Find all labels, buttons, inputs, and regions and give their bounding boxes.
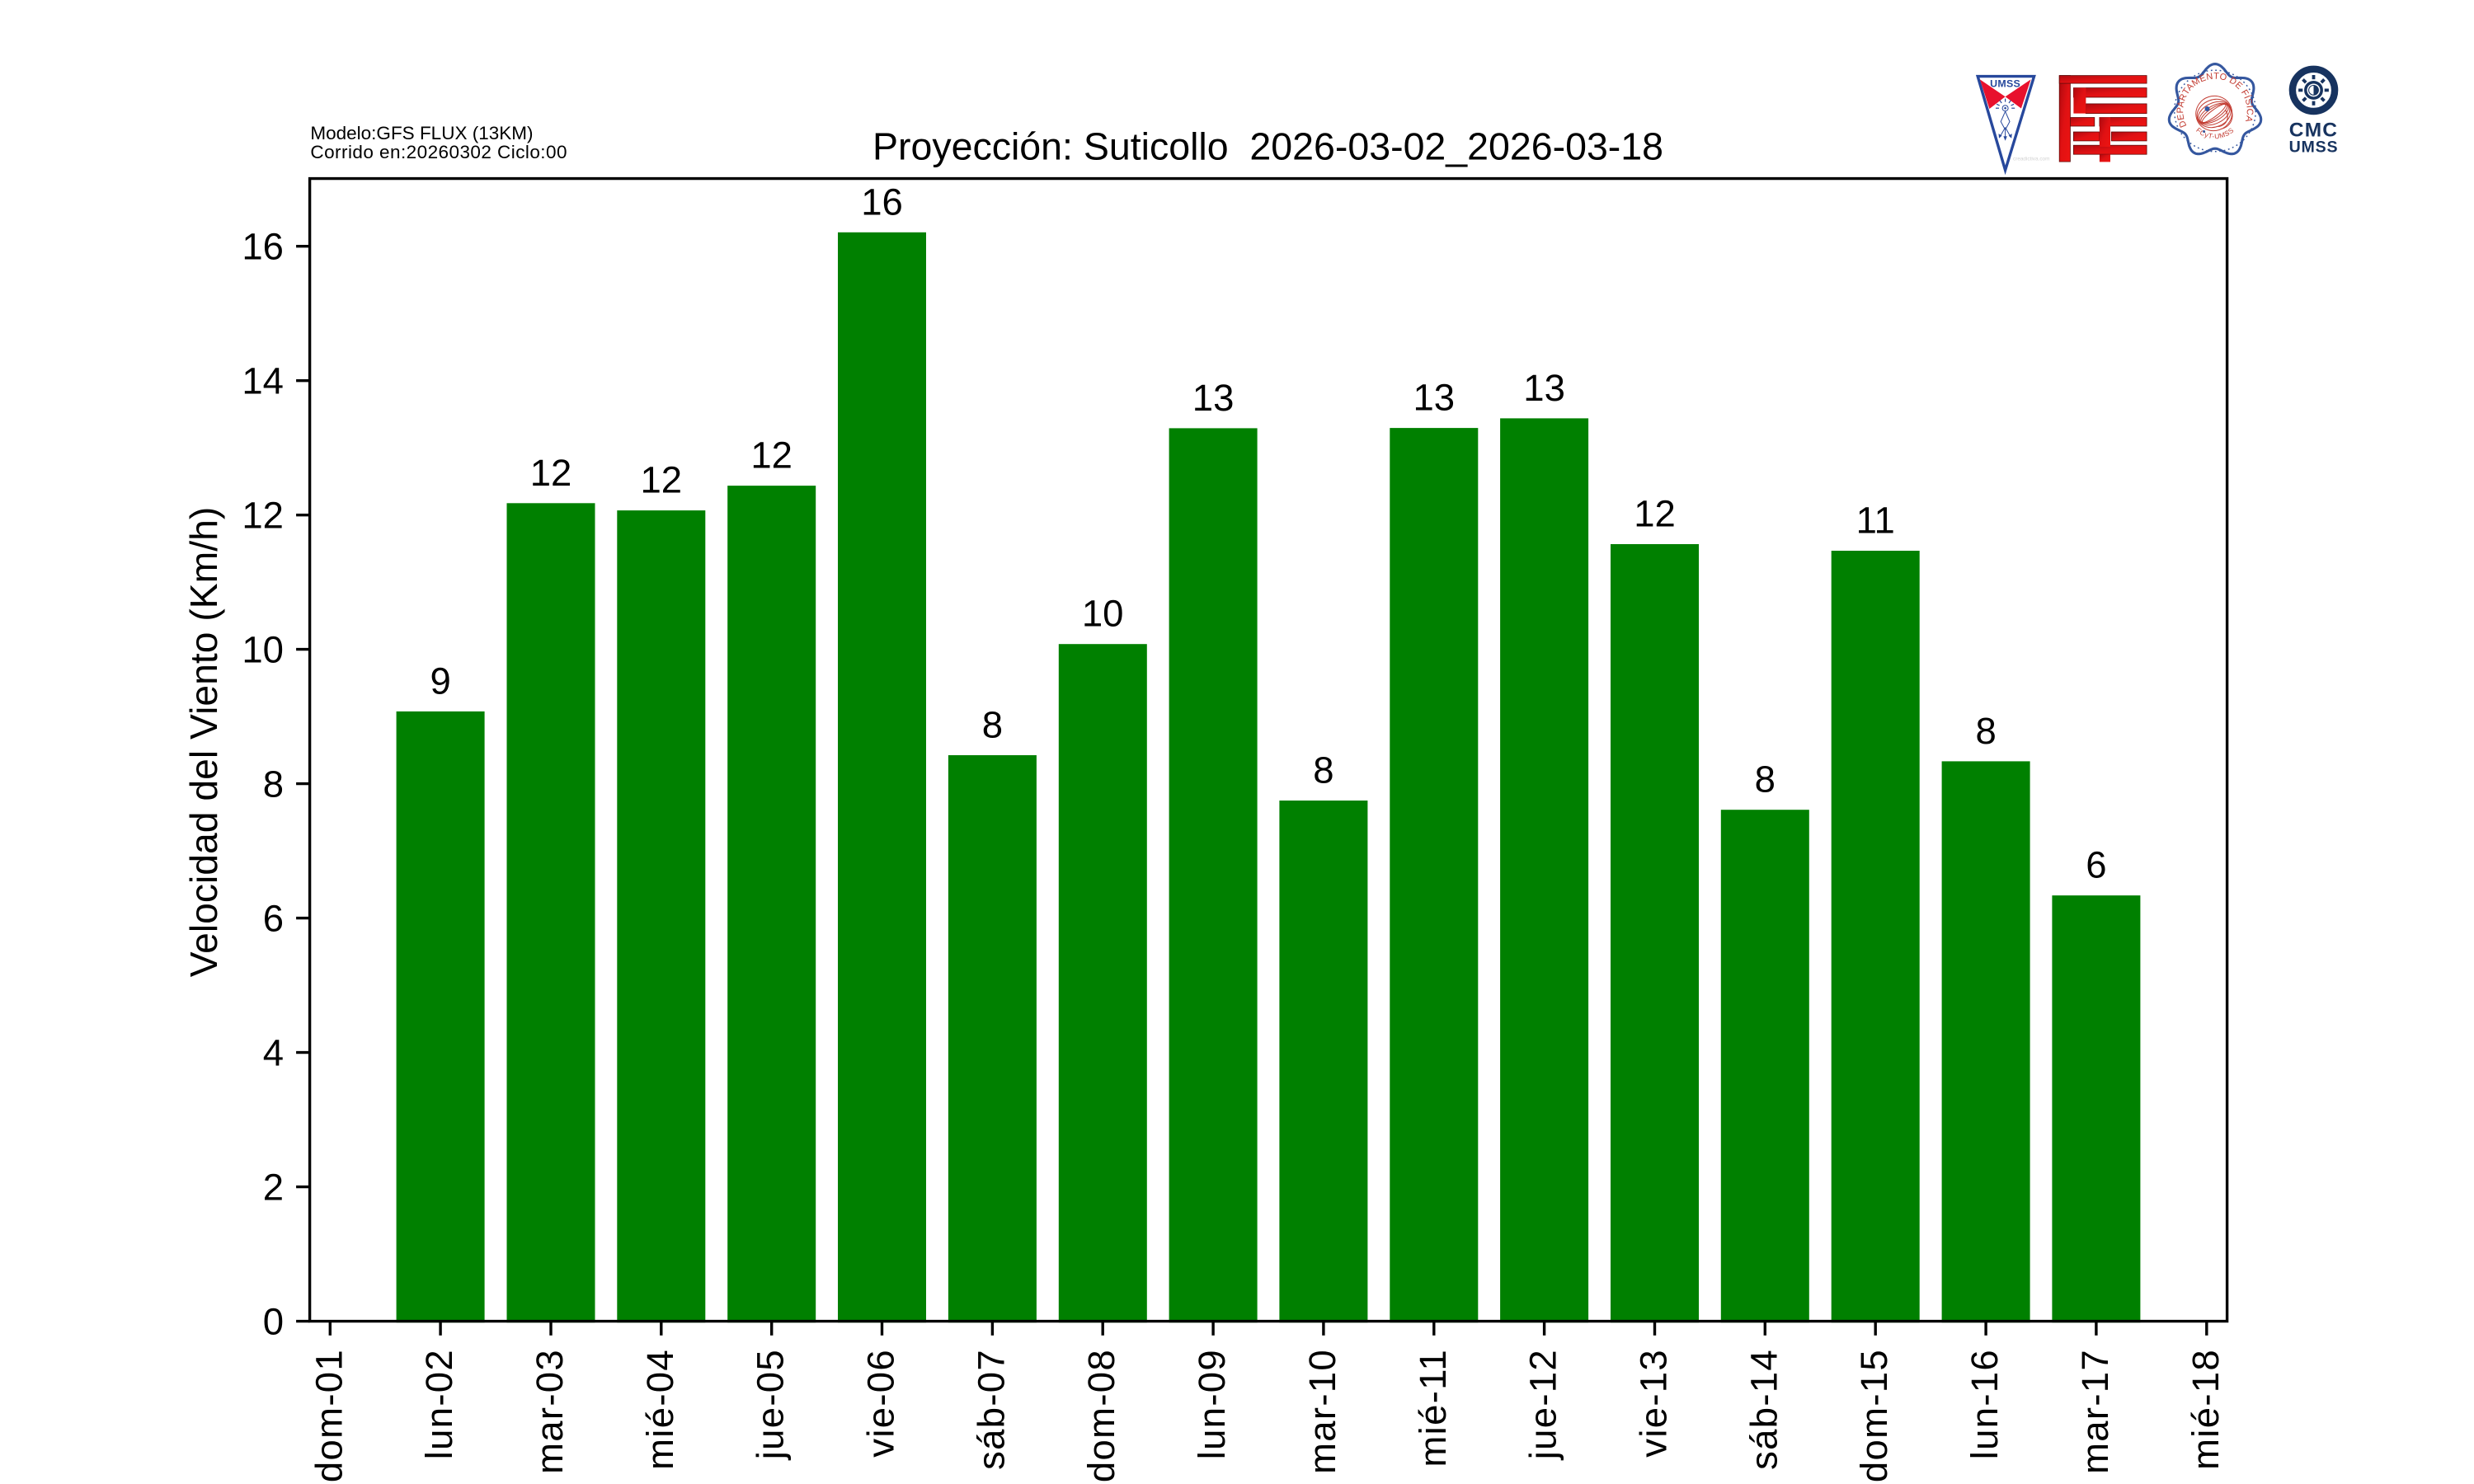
svg-text:dom-15: dom-15 (1853, 1349, 1895, 1482)
svg-text:14: 14 (242, 360, 284, 402)
svg-text:mar-03: mar-03 (529, 1349, 571, 1474)
svg-text:8: 8 (1313, 749, 1333, 791)
svg-text:mié-04: mié-04 (639, 1349, 681, 1470)
svg-text:12: 12 (242, 495, 284, 537)
svg-text:jue-12: jue-12 (1522, 1349, 1564, 1461)
svg-text:creadictiva.com: creadictiva.com (2013, 156, 2049, 162)
svg-text:mié-11: mié-11 (1412, 1349, 1454, 1468)
svg-text:jue-05: jue-05 (750, 1349, 792, 1461)
svg-text:8: 8 (982, 704, 1003, 746)
svg-text:8: 8 (1975, 710, 1996, 752)
svg-text:10: 10 (1082, 593, 1124, 635)
svg-text:6: 6 (2086, 844, 2106, 886)
svg-text:8: 8 (1755, 758, 1776, 801)
svg-text:UMSS: UMSS (1990, 77, 2020, 89)
svg-text:4: 4 (263, 1032, 284, 1074)
svg-text:dom-01: dom-01 (308, 1349, 350, 1482)
svg-text:2: 2 (263, 1167, 284, 1209)
svg-text:sáb-14: sáb-14 (1743, 1349, 1785, 1470)
svg-text:10: 10 (242, 629, 284, 671)
svg-text:12: 12 (640, 459, 682, 501)
svg-text:0: 0 (263, 1301, 284, 1343)
svg-text:Proyección: Suticollo 2026-03: Proyección: Suticollo 2026-03-02_2026-03… (872, 125, 1663, 168)
svg-text:13: 13 (1523, 367, 1565, 409)
svg-text:dom-08: dom-08 (1080, 1349, 1122, 1482)
svg-text:13: 13 (1413, 377, 1455, 419)
svg-text:CMC: CMC (2289, 119, 2338, 141)
svg-text:9: 9 (430, 660, 450, 702)
svg-text:mié-18: mié-18 (2185, 1349, 2227, 1470)
svg-text:sáb-07: sáb-07 (970, 1349, 1012, 1470)
svg-text:6: 6 (263, 898, 284, 940)
svg-text:vie-06: vie-06 (860, 1349, 902, 1458)
svg-text:UMSS: UMSS (2289, 139, 2339, 157)
svg-text:Modelo:GFS FLUX (13KM): Modelo:GFS FLUX (13KM) (310, 123, 533, 143)
svg-text:mar-17: mar-17 (2074, 1349, 2116, 1474)
svg-text:Velocidad del Viento (Km/h): Velocidad del Viento (Km/h) (182, 507, 225, 977)
svg-text:12: 12 (530, 452, 572, 494)
svg-text:lun-09: lun-09 (1191, 1349, 1233, 1459)
svg-text:12: 12 (750, 434, 793, 477)
svg-text:lun-16: lun-16 (1964, 1349, 2006, 1459)
svg-text:11: 11 (1856, 500, 1895, 542)
svg-text:Corrido en:20260302 Ciclo:00: Corrido en:20260302 Ciclo:00 (310, 142, 567, 162)
svg-text:12: 12 (1634, 493, 1676, 535)
svg-text:16: 16 (861, 181, 903, 223)
svg-text:13: 13 (1192, 377, 1235, 419)
svg-text:16: 16 (242, 226, 284, 268)
svg-text:lun-02: lun-02 (418, 1349, 460, 1459)
svg-text:8: 8 (263, 763, 284, 805)
svg-text:mar-10: mar-10 (1301, 1349, 1343, 1474)
svg-text:vie-13: vie-13 (1633, 1349, 1675, 1458)
